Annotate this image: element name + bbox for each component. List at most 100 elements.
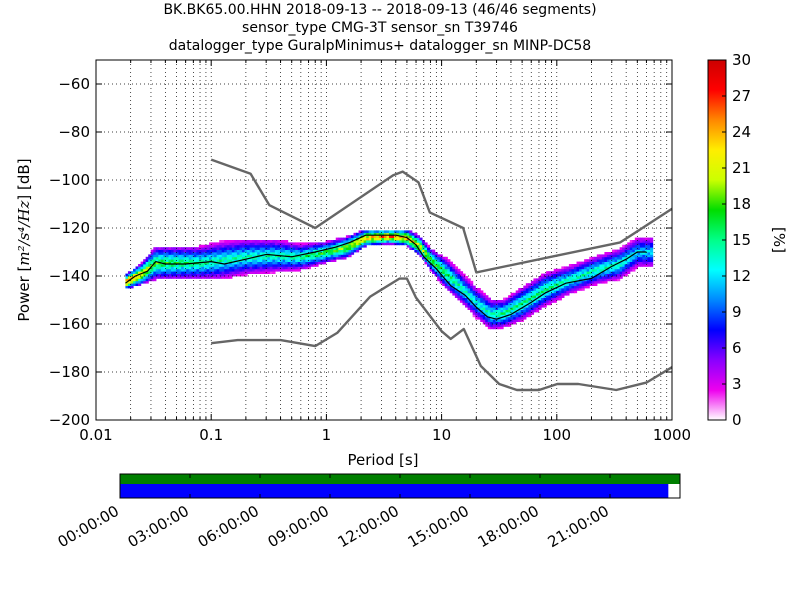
density-cell bbox=[138, 283, 142, 286]
density-cell bbox=[612, 254, 616, 258]
density-cell bbox=[353, 235, 357, 238]
density-cell bbox=[470, 280, 474, 284]
density-cell bbox=[383, 240, 388, 243]
density-cell bbox=[274, 249, 279, 253]
density-cell bbox=[449, 271, 453, 274]
density-cell bbox=[231, 247, 235, 250]
density-cell bbox=[525, 304, 529, 308]
density-cell bbox=[171, 271, 175, 274]
density-cell bbox=[196, 268, 200, 272]
density-cell bbox=[348, 252, 352, 255]
density-cell bbox=[624, 254, 628, 258]
density-cell bbox=[518, 312, 522, 315]
density-cell bbox=[437, 261, 441, 265]
density-cell bbox=[568, 285, 573, 289]
density-cell bbox=[214, 247, 218, 250]
density-cell bbox=[138, 273, 142, 277]
density-cell bbox=[267, 264, 271, 267]
density-cell bbox=[581, 271, 585, 274]
density-cell bbox=[551, 292, 555, 296]
density-cell bbox=[290, 254, 294, 258]
density-cell bbox=[315, 261, 319, 265]
density-cell bbox=[257, 242, 261, 246]
density-cell bbox=[556, 295, 560, 298]
density-cell bbox=[290, 249, 294, 253]
density-cell bbox=[576, 288, 580, 291]
density-cell bbox=[135, 266, 139, 270]
density-cell bbox=[295, 244, 299, 248]
density-cell bbox=[563, 285, 567, 289]
density-cell bbox=[378, 240, 382, 243]
density-cell bbox=[437, 273, 441, 277]
density-cell bbox=[411, 235, 415, 238]
density-cell bbox=[264, 242, 268, 246]
density-cell bbox=[155, 271, 159, 274]
density-cell bbox=[262, 271, 266, 274]
density-cell bbox=[206, 266, 210, 270]
density-cell bbox=[419, 237, 423, 241]
density-cell bbox=[604, 259, 608, 262]
density-cell bbox=[302, 242, 306, 246]
density-cell bbox=[543, 295, 547, 298]
density-cell bbox=[310, 252, 314, 255]
density-cell bbox=[518, 302, 522, 306]
density-cell bbox=[247, 247, 251, 250]
density-cell bbox=[457, 273, 461, 277]
density-cell bbox=[348, 237, 352, 241]
density-cell bbox=[148, 259, 152, 262]
density-cell bbox=[538, 276, 542, 279]
y-axis-label-prefix: Power [ bbox=[15, 266, 33, 322]
density-cell bbox=[229, 254, 233, 258]
density-cell bbox=[305, 259, 309, 262]
density-cell bbox=[201, 268, 205, 272]
density-cell bbox=[523, 290, 527, 294]
density-cell bbox=[551, 290, 555, 294]
density-cell bbox=[627, 268, 631, 272]
density-cell bbox=[510, 319, 514, 322]
y-tick-label: −200 bbox=[49, 411, 90, 429]
density-cell bbox=[155, 264, 159, 267]
density-cell bbox=[282, 266, 286, 270]
density-cell bbox=[589, 261, 593, 265]
data-coverage-bar bbox=[120, 474, 680, 484]
density-cell bbox=[165, 252, 170, 255]
density-cell bbox=[198, 276, 203, 279]
density-cell bbox=[490, 304, 494, 308]
density-cell bbox=[216, 273, 220, 277]
density-cell bbox=[366, 240, 370, 243]
density-cell bbox=[510, 295, 514, 298]
density-cell bbox=[609, 268, 613, 272]
density-cell bbox=[490, 312, 494, 315]
density-cell bbox=[254, 268, 258, 272]
density-cell bbox=[160, 254, 165, 258]
density-cell bbox=[269, 254, 273, 258]
density-cell bbox=[231, 268, 235, 272]
density-cell bbox=[541, 288, 545, 291]
density-cell bbox=[277, 240, 281, 243]
density-cell bbox=[627, 271, 631, 274]
density-cell bbox=[485, 307, 489, 310]
density-cell bbox=[576, 264, 580, 267]
density-cell bbox=[226, 242, 230, 246]
density-cell bbox=[236, 240, 241, 243]
density-cell bbox=[601, 280, 605, 284]
density-cell bbox=[257, 264, 261, 267]
density-cell bbox=[163, 256, 167, 260]
density-cell bbox=[133, 276, 137, 279]
y-tick-label: −160 bbox=[49, 315, 90, 333]
density-cell bbox=[535, 309, 540, 313]
density-cell bbox=[568, 273, 573, 277]
density-cell bbox=[644, 244, 649, 248]
density-cell bbox=[449, 288, 453, 291]
density-cell bbox=[561, 280, 565, 284]
colorbar-tick-label: 3 bbox=[732, 375, 742, 393]
density-cell bbox=[508, 321, 512, 325]
density-cell bbox=[586, 259, 590, 262]
density-cell bbox=[454, 295, 459, 298]
density-cell bbox=[361, 244, 365, 248]
density-cell bbox=[482, 321, 486, 325]
density-cell bbox=[264, 244, 268, 248]
density-cell bbox=[361, 237, 365, 241]
density-cell bbox=[231, 273, 235, 277]
density-cell bbox=[290, 268, 294, 272]
